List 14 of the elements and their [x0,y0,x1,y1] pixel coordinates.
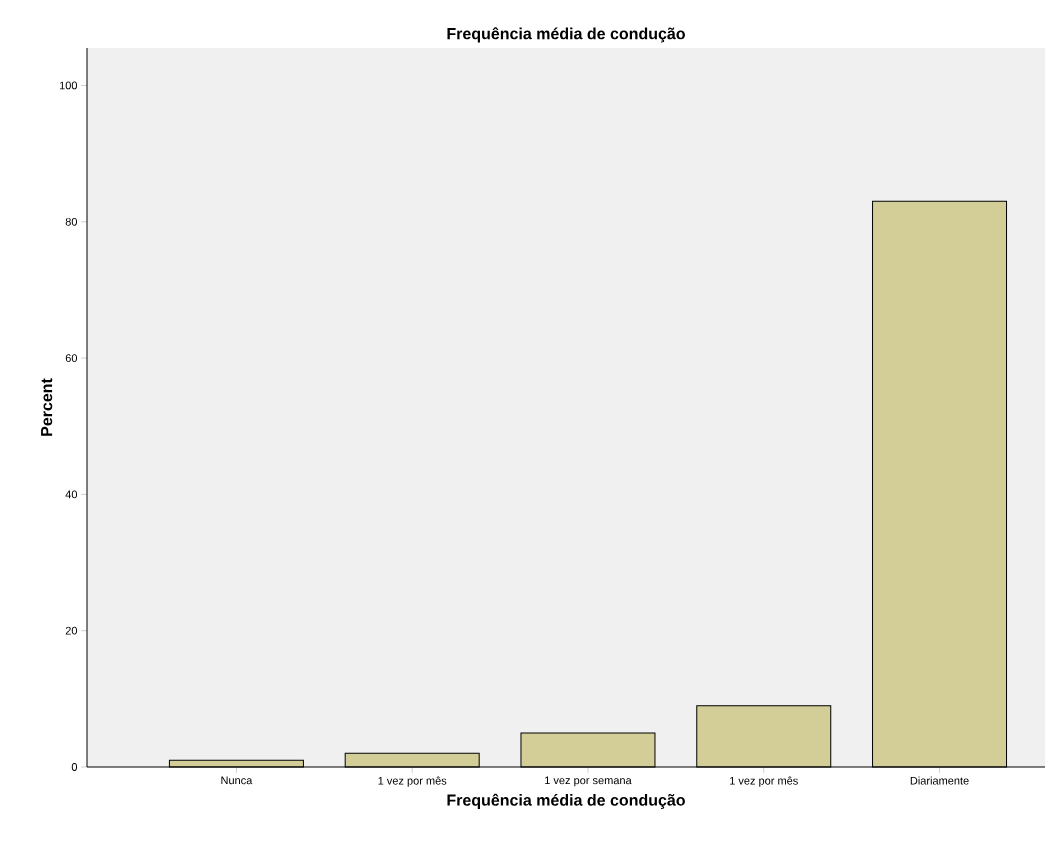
y-tick-label: 20 [65,626,78,635]
y-axis-title: Percent [41,378,53,436]
x-axis-title: Frequência média de condução [447,793,685,809]
x-tick-label: 1 vez por mês [730,776,798,787]
y-tick-label: 40 [65,490,78,499]
y-tick-label: 60 [65,354,78,362]
y-tick-label: 80 [65,217,78,226]
x-tick-label: Nunca [221,776,253,785]
chart-title: Frequência média de condução [447,27,685,43]
x-tick-label: 1 vez por semana [545,776,632,787]
y-tick-label: 0 [71,763,78,771]
x-tick-label: 1 vez por mês [378,776,447,787]
x-tick-label: Diariamente [910,776,969,785]
y-tick-label: 100 [59,81,78,90]
